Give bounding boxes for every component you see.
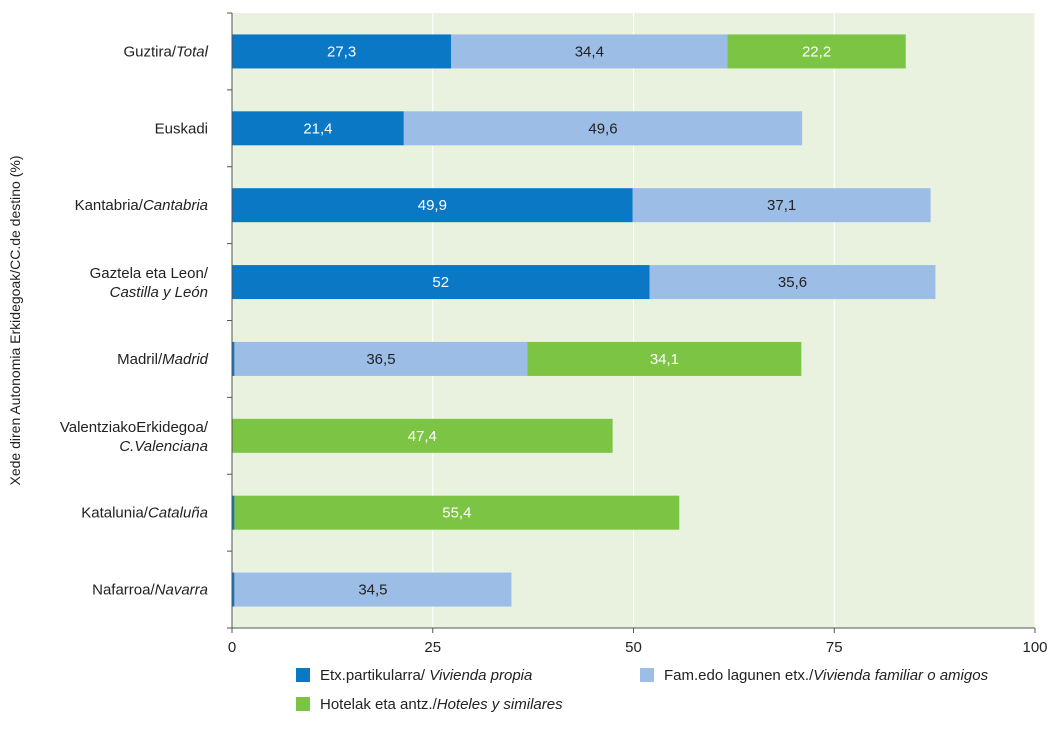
legend-text-italic: Vivienda propia (425, 667, 532, 684)
category-label-italic: Cataluña (148, 505, 208, 522)
x-tick-label: 100 (1022, 639, 1047, 656)
bar-value-label: 34,1 (650, 351, 679, 368)
legend-text: Hotelak eta antz./ (320, 696, 438, 713)
legend-swatch (296, 697, 310, 711)
category-label-text: Nafarroa/ (92, 582, 155, 599)
tick-labels: 0 25 50 75 100 (228, 639, 1047, 656)
x-tick-label: 0 (228, 639, 236, 656)
category-label-italic: Total (176, 43, 209, 60)
legend-text-italic: Hoteles y similares (437, 696, 563, 713)
category-label: Guztira/Total (124, 43, 209, 60)
bar-segment (403, 111, 803, 146)
category-label: Kantabria/Cantabria (75, 197, 208, 214)
bar-segment (632, 188, 931, 223)
category-label-text: Madril/ (117, 351, 163, 368)
bar-value-label: 27,3 (327, 43, 356, 60)
legend-entry: Hotelak eta antz./Hoteles y similares (320, 696, 563, 713)
bar-segment (232, 111, 404, 146)
category-label: Euskadi (155, 120, 208, 137)
bar-value-label: 36,5 (366, 351, 395, 368)
bar-segment (232, 572, 235, 607)
x-tick-label: 50 (625, 639, 642, 656)
bar-segment (451, 34, 728, 69)
category-label-text: Kantabria/ (75, 197, 144, 214)
x-tick-label: 75 (826, 639, 843, 656)
category-label-text: ValentziakoErkidegoa/ (60, 419, 209, 436)
category-label-italic: Navarra (155, 582, 208, 599)
bar-segment (234, 495, 680, 530)
category-label: Madril/Madrid (117, 351, 209, 368)
bar-value-label: 21,4 (303, 120, 332, 137)
legend-swatch (296, 668, 310, 682)
bar-value-label: 37,1 (767, 197, 796, 214)
bar-value-label: 22,2 (802, 43, 831, 60)
bars: 27,3 34,4 22,2 21,4 49,6 49,9 37,1 52 35,6 36,5 34… (232, 34, 936, 607)
category-label-text: Euskadi (155, 120, 208, 137)
legend-text-italic: Vivienda familiar o amigos (813, 667, 988, 684)
category-label: Gaztela eta Leon/ (90, 265, 209, 282)
bar-segment (727, 34, 906, 69)
bar-segment (527, 341, 802, 376)
bar-value-label: 49,6 (588, 120, 617, 137)
x-tick-label: 25 (424, 639, 441, 656)
bar-segment (232, 418, 613, 453)
category-label-italic: Castilla y León (110, 284, 208, 301)
category-label-text: Guztira/ (124, 43, 177, 60)
category-label-text: Katalunia/ (81, 505, 149, 522)
y-axis-label: Xede diren Autonomia Erkidegoak/CC.de de… (7, 156, 23, 486)
bar-segment (234, 341, 528, 376)
bar-segment (232, 265, 650, 300)
bar-value-label: 52 (432, 274, 449, 291)
bar-value-label: 49,9 (418, 197, 447, 214)
bar-value-label: 47,4 (408, 428, 437, 445)
bar-value-label: 55,4 (442, 505, 471, 522)
legend-swatch (640, 668, 654, 682)
category-label-italic: C.Valenciana (119, 438, 208, 455)
bar-segment (232, 188, 633, 223)
bar-segment (232, 341, 235, 376)
category-label-text: Gaztela eta Leon/ (90, 265, 209, 282)
bar-value-label: 34,4 (575, 43, 604, 60)
legend-entry: Fam.edo lagunen etx./Vivienda familiar o… (664, 667, 989, 684)
axes (227, 12, 1036, 633)
category-label: Nafarroa/Navarra (92, 582, 208, 599)
legend-text: Fam.edo lagunen etx./ (664, 667, 814, 684)
bar-value-label: 34,5 (358, 582, 387, 599)
bar-segment (649, 265, 936, 300)
legend-text: Etx.partikularra/ (320, 667, 426, 684)
legend-entry: Etx.partikularra/ Vivienda propia (320, 667, 532, 684)
bar-segment (234, 572, 512, 607)
category-label: Katalunia/Cataluña (81, 505, 208, 522)
bar-segment (232, 495, 235, 530)
bar-segment (232, 34, 452, 69)
legend: Etx.partikularra/ Vivienda propia Fam.edo… (296, 667, 989, 713)
category-label-italic: Madrid (162, 351, 209, 368)
category-labels: Guztira/Total Euskadi Kantabria/Cantabria G… (60, 43, 209, 598)
category-label-line2: C.Valenciana (119, 438, 208, 455)
category-label-italic: Cantabria (143, 197, 208, 214)
category-label-line2: Castilla y León (110, 284, 208, 301)
category-label: ValentziakoErkidegoa/ (60, 419, 209, 436)
bar-value-label: 35,6 (778, 274, 807, 291)
